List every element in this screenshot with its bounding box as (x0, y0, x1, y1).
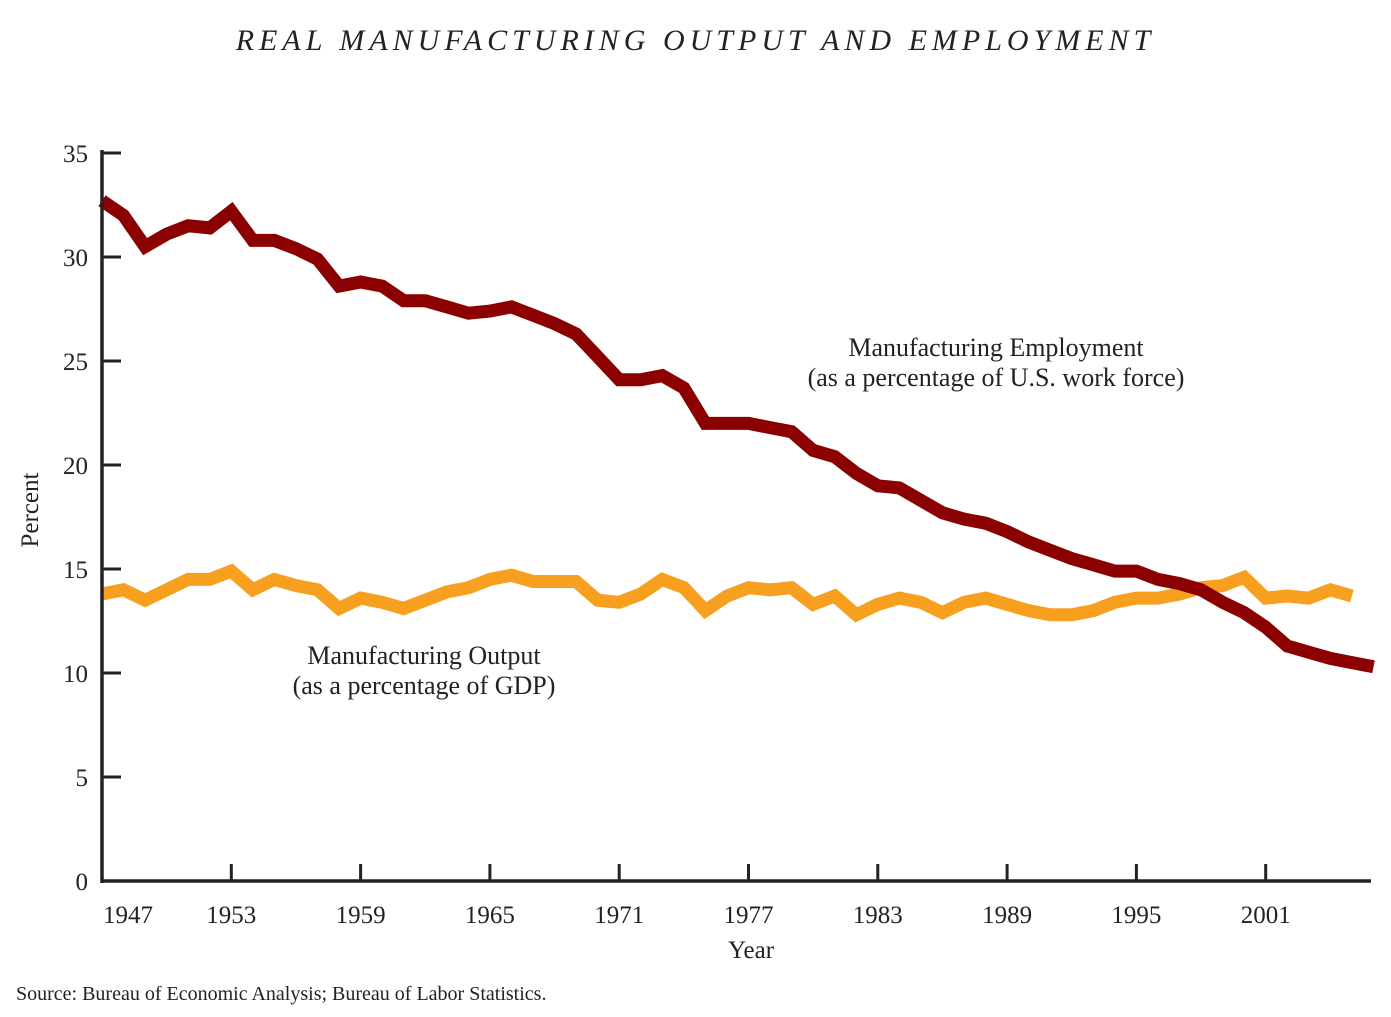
y-tick-label-15: 15 (63, 557, 88, 584)
y-tick-label-5: 5 (76, 765, 89, 792)
x-tick-label-1971: 1971 (594, 902, 644, 929)
x-axis-title: Year (728, 937, 775, 964)
series-line-1 (100, 563, 1354, 623)
y-tick-label-20: 20 (63, 453, 88, 480)
output-series-label: Manufacturing Output (as a percentage of… (293, 641, 556, 700)
x-tick-label-1983: 1983 (853, 902, 903, 929)
output-label-line-2: (as a percentage of GDP) (293, 671, 556, 700)
source-note: Source: Bureau of Economic Analysis; Bur… (16, 983, 547, 1005)
chart-title: REAL MANUFACTURING OUTPUT AND EMPLOYMENT (235, 24, 1156, 57)
x-tick-label-1953: 1953 (206, 902, 256, 929)
x-tick-label-1977: 1977 (724, 902, 774, 929)
x-tick-label-1995: 1995 (1111, 902, 1161, 929)
x-tick-label-2001: 2001 (1241, 902, 1291, 929)
employment-series-label: Manufacturing Employment (as a percentag… (808, 333, 1185, 392)
employment-label-line-2: (as a percentage of U.S. work force) (808, 363, 1185, 392)
series-line-0 (98, 195, 1375, 674)
y-tick-label-35: 35 (63, 141, 88, 168)
output-label-line-1: Manufacturing Output (307, 641, 541, 670)
y-tick-label-25: 25 (63, 349, 88, 376)
employment-label-line-1: Manufacturing Employment (848, 333, 1144, 362)
axes-layer: 0 5 10 15 20 25 30 35 1947 1953 1959 1965 1971 1977 19… (63, 141, 1371, 929)
series-manufacturing-employment (98, 195, 1375, 674)
x-tick-label-1965: 1965 (465, 902, 515, 929)
x-tick-label-1959: 1959 (336, 902, 386, 929)
x-tick-label-1947: 1947 (103, 902, 153, 929)
y-tick-label-10: 10 (63, 661, 88, 688)
y-tick-label-30: 30 (63, 245, 88, 272)
y-axis-title: Percent (17, 472, 44, 547)
x-tick-label-1989: 1989 (982, 902, 1032, 929)
series-layer (98, 195, 1375, 674)
y-tick-label-0: 0 (76, 869, 89, 896)
series-manufacturing-output (100, 563, 1354, 623)
